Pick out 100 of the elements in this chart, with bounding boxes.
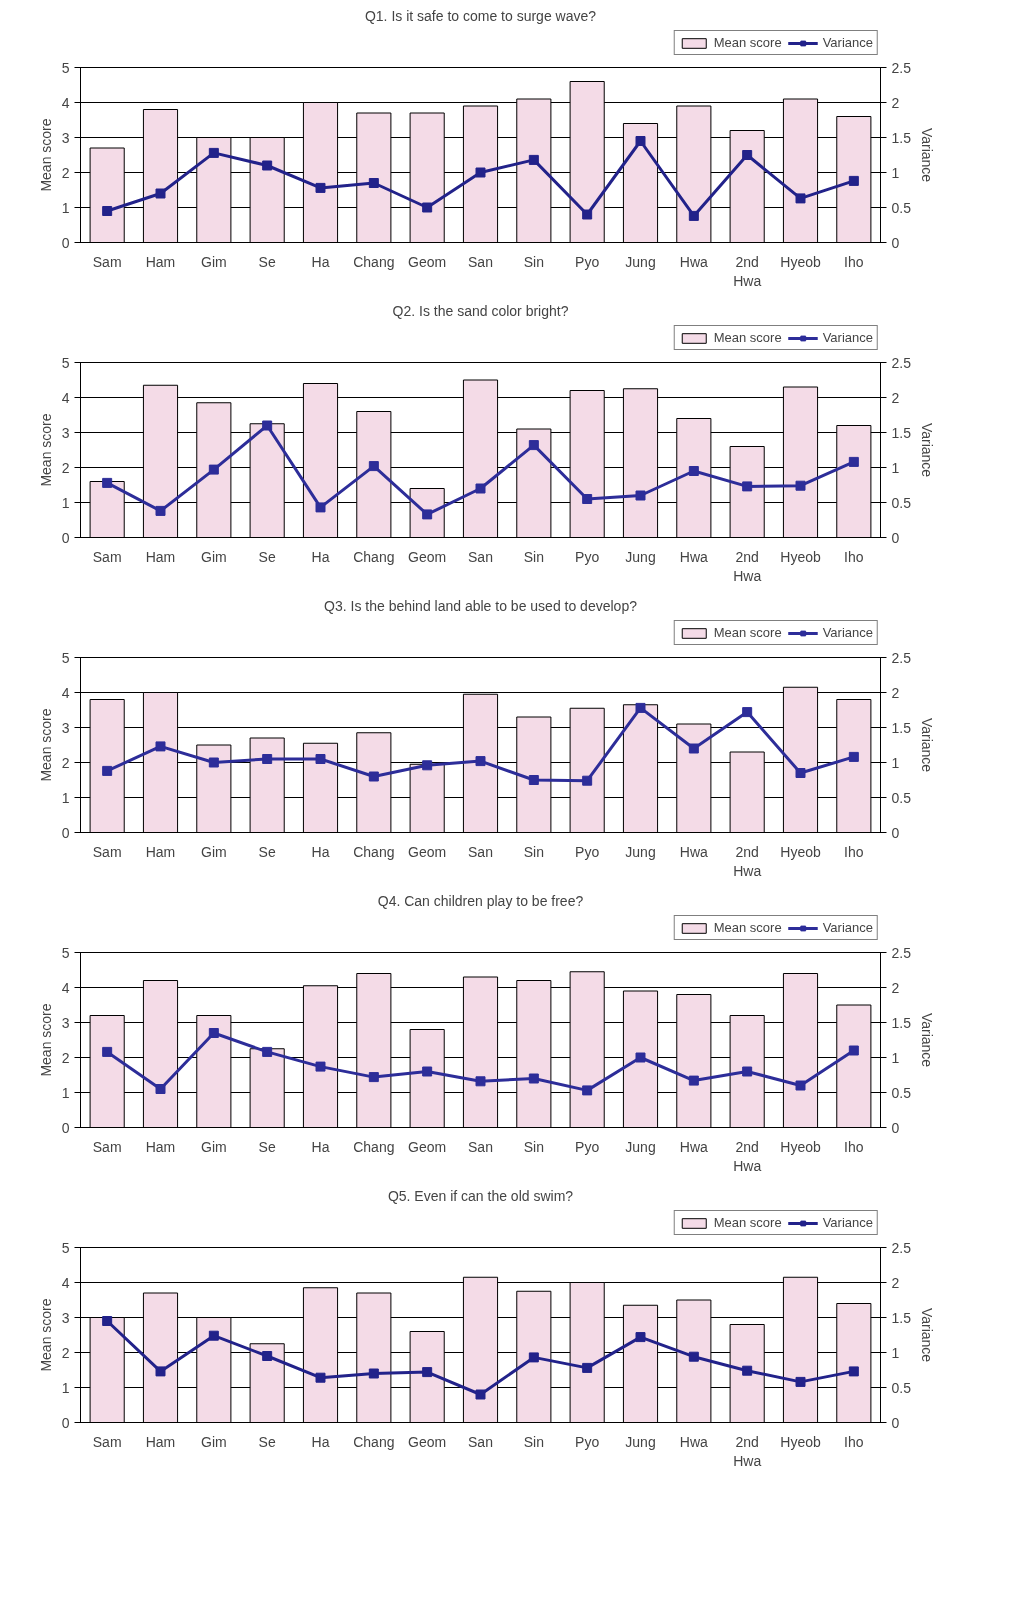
x-tick-label: Geom xyxy=(408,1138,447,1155)
point xyxy=(102,477,113,488)
x-tick-label: 2nd Hwa xyxy=(733,843,762,879)
y-tick-label: 3 xyxy=(61,1309,70,1326)
y-tick-label: 1 xyxy=(61,199,70,216)
x-tick-label: Jung xyxy=(625,843,656,860)
legend-label: Variance xyxy=(822,920,873,935)
x-tick-label: 2nd Hwa xyxy=(733,1138,762,1174)
point xyxy=(848,456,859,467)
x-tick-label: Pyo xyxy=(575,548,600,565)
x-tick-label: Iho xyxy=(844,1433,864,1450)
y-tick-label: 5 xyxy=(61,59,70,76)
x-tick-label: Pyo xyxy=(575,253,600,270)
x-tick-label: Ha xyxy=(311,1138,330,1155)
point xyxy=(582,1085,593,1096)
x-tick-label: Ham xyxy=(145,1138,176,1155)
x-tick-label: Sam xyxy=(92,1138,122,1155)
x-tick-label: Ha xyxy=(311,1433,330,1450)
y2-tick-label: 2 xyxy=(891,979,900,996)
y-tick-label: 3 xyxy=(61,424,70,441)
y2-tick-label: 0 xyxy=(891,824,900,841)
x-tick-label: San xyxy=(468,253,493,270)
y2-tick-label: 2.5 xyxy=(891,59,912,76)
y-tick-label: 3 xyxy=(61,1014,70,1031)
point xyxy=(795,193,806,204)
y-tick-label: 5 xyxy=(61,1239,70,1256)
x-tick-label: Se xyxy=(258,253,276,270)
y2-tick-label: 1 xyxy=(891,1344,900,1361)
point xyxy=(688,1351,699,1362)
x-tick-label: Gim xyxy=(201,1433,227,1450)
legend-label: Mean score xyxy=(713,35,782,50)
y-axis-title: Mean score xyxy=(37,118,54,192)
point xyxy=(528,1352,539,1363)
point xyxy=(742,707,753,718)
point xyxy=(688,743,699,754)
y2-tick-label: 2.5 xyxy=(891,944,912,961)
legend-label: Variance xyxy=(822,625,873,640)
y-tick-label: 1 xyxy=(61,494,70,511)
point xyxy=(475,756,486,767)
y-tick-label: 0 xyxy=(61,529,70,546)
x-tick-label: Ha xyxy=(311,253,330,270)
point xyxy=(848,1045,859,1056)
x-tick-label: 2nd Hwa xyxy=(733,548,762,584)
point xyxy=(155,741,166,752)
y2-tick-label: 1 xyxy=(891,1049,900,1066)
x-tick-label: Sam xyxy=(92,1433,122,1450)
point xyxy=(208,464,219,475)
y-tick-label: 0 xyxy=(61,234,70,251)
x-tick-label: Pyo xyxy=(575,843,600,860)
y-tick-label: 3 xyxy=(61,129,70,146)
point xyxy=(848,1366,859,1377)
y2-tick-label: 2 xyxy=(891,389,900,406)
point xyxy=(315,502,326,513)
point xyxy=(582,775,593,786)
y-tick-label: 2 xyxy=(61,164,70,181)
point xyxy=(315,1372,326,1383)
x-tick-label: Se xyxy=(258,548,276,565)
point xyxy=(102,1316,113,1326)
point xyxy=(795,768,806,778)
point xyxy=(528,154,539,165)
x-tick-label: Sin xyxy=(523,843,544,860)
x-tick-label: Sin xyxy=(523,548,544,565)
point xyxy=(155,188,166,199)
y2-tick-label: 1.5 xyxy=(891,719,912,736)
legend-label: Mean score xyxy=(713,625,782,640)
x-tick-label: Se xyxy=(258,843,276,860)
point xyxy=(208,1330,219,1341)
x-tick-label: Ham xyxy=(145,1433,176,1450)
point xyxy=(422,202,433,213)
legend-label: Variance xyxy=(822,330,873,345)
y-tick-label: 2 xyxy=(61,459,70,476)
y2-tick-label: 1 xyxy=(891,164,900,181)
x-tick-label: Hyeob xyxy=(780,253,821,270)
y-tick-label: 1 xyxy=(61,789,70,806)
y-axis-title: Mean score xyxy=(37,708,54,782)
chart-title: Q4. Can children play to be free? xyxy=(377,892,584,909)
y-tick-label: 5 xyxy=(61,354,70,371)
x-tick-label: San xyxy=(468,1138,493,1155)
y-tick-label: 5 xyxy=(61,649,70,666)
point xyxy=(368,1368,379,1379)
x-tick-label: Iho xyxy=(844,1138,864,1155)
x-tick-label: Jung xyxy=(625,1138,656,1155)
point xyxy=(262,160,273,171)
point xyxy=(848,751,859,762)
point xyxy=(422,509,433,520)
x-tick-label: Hwa xyxy=(679,548,709,565)
y-tick-label: 3 xyxy=(61,719,70,736)
point xyxy=(635,702,646,713)
x-tick-label: Chang xyxy=(353,843,395,860)
point xyxy=(688,466,699,476)
y2-tick-label: 2 xyxy=(891,94,900,111)
y-tick-label: 1 xyxy=(61,1084,70,1101)
x-tick-label: Sam xyxy=(92,843,122,860)
x-tick-label: Jung xyxy=(625,253,656,270)
y-tick-label: 2 xyxy=(61,1049,70,1066)
point xyxy=(262,420,273,431)
y-tick-label: 4 xyxy=(61,94,70,111)
point xyxy=(475,1389,486,1400)
x-tick-label: Chang xyxy=(353,1433,395,1450)
x-tick-label: Se xyxy=(258,1138,276,1155)
